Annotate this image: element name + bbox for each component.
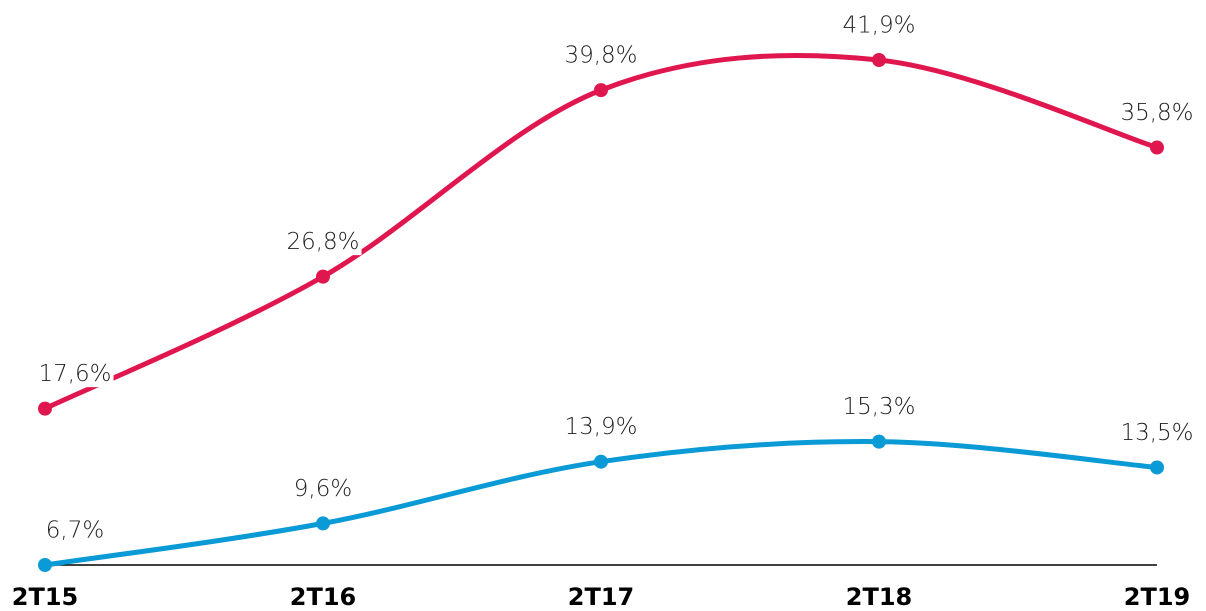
label-background: [291, 475, 355, 502]
value-label: 26,8%: [286, 229, 359, 255]
label-background: [1118, 100, 1196, 127]
value-label: 39,8%: [564, 43, 637, 69]
value-label: 9,6%: [294, 476, 352, 502]
label-background: [1118, 419, 1196, 446]
value-label: 15,3%: [842, 394, 915, 420]
label-background: [562, 42, 640, 69]
point: [316, 269, 330, 284]
point: [594, 454, 608, 469]
point: [38, 558, 52, 572]
value-label: 6,7%: [46, 518, 104, 544]
label-background: [36, 361, 114, 388]
x-tick-label: 2T17: [568, 583, 634, 611]
point: [1150, 140, 1164, 155]
value-label: 13,9%: [564, 414, 637, 440]
series-line: [43, 52, 1158, 411]
point: [316, 516, 330, 531]
label-background: [43, 517, 107, 544]
label-background: [840, 12, 918, 39]
point: [594, 83, 608, 98]
point: [38, 401, 52, 416]
label-background: [562, 414, 640, 441]
x-tick-label: 2T16: [290, 583, 356, 611]
point: [872, 434, 886, 449]
label-background: [284, 229, 362, 256]
value-label: 17,6%: [38, 361, 111, 387]
x-tick-label: 2T18: [846, 583, 912, 611]
value-label: 41,9%: [842, 13, 915, 39]
x-tick-label: 2T19: [1124, 583, 1190, 611]
label-background: [840, 394, 918, 421]
point: [872, 53, 886, 67]
value-label: 13,5%: [1120, 420, 1193, 446]
value-label: 35,8%: [1120, 100, 1193, 126]
point: [1150, 460, 1164, 475]
x-tick-label: 2T15: [12, 583, 78, 611]
